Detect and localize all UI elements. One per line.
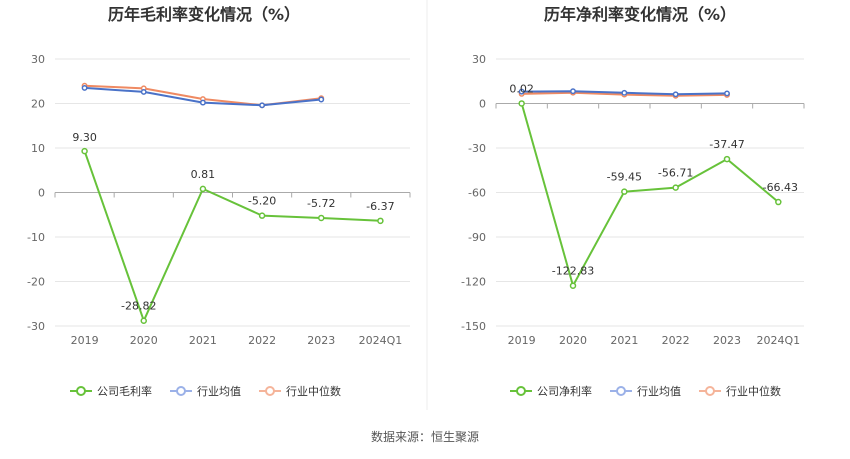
x-tick-label: 2021 <box>610 334 638 347</box>
y-tick-label: -20 <box>27 276 45 289</box>
data-point <box>724 90 730 97</box>
data-point <box>258 212 266 219</box>
chart-title: 历年净利率变化情况（%） <box>544 5 736 24</box>
y-tick-label: -30 <box>27 320 45 333</box>
series-line <box>520 103 779 287</box>
data-point <box>81 84 88 91</box>
y-tick-label: 0 <box>479 98 486 111</box>
data-point <box>518 88 525 95</box>
chart-2: 历年净利率变化情况（%） 30 0 -30 -60 -90 -120 -150 2019 2020… <box>461 5 805 398</box>
x-tick-label: 2021 <box>189 334 217 347</box>
data-label: 9.30 <box>72 131 97 144</box>
y-tick-label: -150 <box>461 320 486 333</box>
data-point <box>518 100 525 107</box>
y-tick-label: -120 <box>461 276 486 289</box>
data-point <box>140 88 147 95</box>
legend-label: 行业中位数 <box>726 384 781 398</box>
legend-label: 行业中位数 <box>286 384 341 398</box>
legend-swatch-marker <box>176 386 186 396</box>
x-tick-label: 2022 <box>662 334 690 347</box>
y-tick-label: 20 <box>31 98 45 111</box>
data-label: -59.45 <box>607 171 642 184</box>
data-point <box>621 89 628 96</box>
series-line <box>83 150 381 322</box>
legend-label: 行业均值 <box>197 385 241 398</box>
data-point <box>775 198 782 206</box>
chart-title: 历年毛利率变化情况（%） <box>108 5 300 24</box>
chart-1: 历年毛利率变化情况（%） 30 20 10 0 -10 -20 -30 2019 2020 2021… <box>27 5 411 398</box>
data-point <box>569 282 577 289</box>
legend-label: 行业均值 <box>637 385 681 398</box>
data-point <box>318 214 325 222</box>
legend: 公司净利率 行业均值 行业中位数 <box>510 384 781 398</box>
y-tick-label: 10 <box>31 142 45 155</box>
data-point <box>318 96 325 103</box>
data-point <box>672 184 679 191</box>
legend-swatch-marker <box>76 386 86 396</box>
data-point <box>199 99 206 106</box>
legend-swatch-marker <box>616 386 626 396</box>
data-label: -28.82 <box>121 300 156 313</box>
data-label: -122.83 <box>552 265 594 278</box>
data-point <box>570 88 576 95</box>
legend-swatch-marker <box>265 386 275 396</box>
x-tick-label: 2022 <box>248 334 276 347</box>
x-tick-label: 2020 <box>130 334 158 347</box>
data-point <box>621 188 628 195</box>
data-label: 0.81 <box>191 168 216 181</box>
legend-label: 公司净利率 <box>537 384 592 398</box>
legend-swatch-marker <box>516 386 526 396</box>
legend: 公司毛利率 行业均值 行业中位数 <box>70 384 341 398</box>
y-tick-label: 0 <box>38 187 45 200</box>
data-label: -6.37 <box>366 200 394 213</box>
data-label: -56.71 <box>658 167 693 180</box>
x-tick-label: 2024Q1 <box>757 334 801 347</box>
data-point <box>81 147 88 155</box>
data-point <box>140 317 147 324</box>
x-tick-label: 2019 <box>508 334 536 347</box>
data-label: -66.43 <box>763 181 798 194</box>
y-tick-label: 30 <box>31 53 45 66</box>
source-note: 数据来源：恒生聚源 <box>370 430 479 444</box>
legend-swatch-marker <box>705 386 715 396</box>
y-tick-label: -90 <box>468 231 486 244</box>
data-point <box>672 91 679 98</box>
legend-label: 公司毛利率 <box>97 384 152 398</box>
x-tick-label: 2019 <box>71 334 99 347</box>
data-point <box>259 102 266 109</box>
data-label: -5.20 <box>248 195 276 208</box>
data-point <box>723 155 731 163</box>
data-label: -5.72 <box>307 197 335 210</box>
y-tick-label: -60 <box>468 187 486 200</box>
x-tick-label: 2023 <box>307 334 335 347</box>
x-tick-label: 2020 <box>559 334 587 347</box>
data-label: 0.02 <box>509 82 534 95</box>
y-tick-label: -30 <box>468 142 486 155</box>
y-tick-label: 30 <box>472 53 486 66</box>
data-label: -37.47 <box>709 138 744 151</box>
x-tick-label: 2024Q1 <box>359 334 403 347</box>
data-point <box>377 217 384 225</box>
y-tick-label: -10 <box>27 231 45 244</box>
data-point <box>199 185 207 193</box>
x-tick-label: 2023 <box>713 334 741 347</box>
